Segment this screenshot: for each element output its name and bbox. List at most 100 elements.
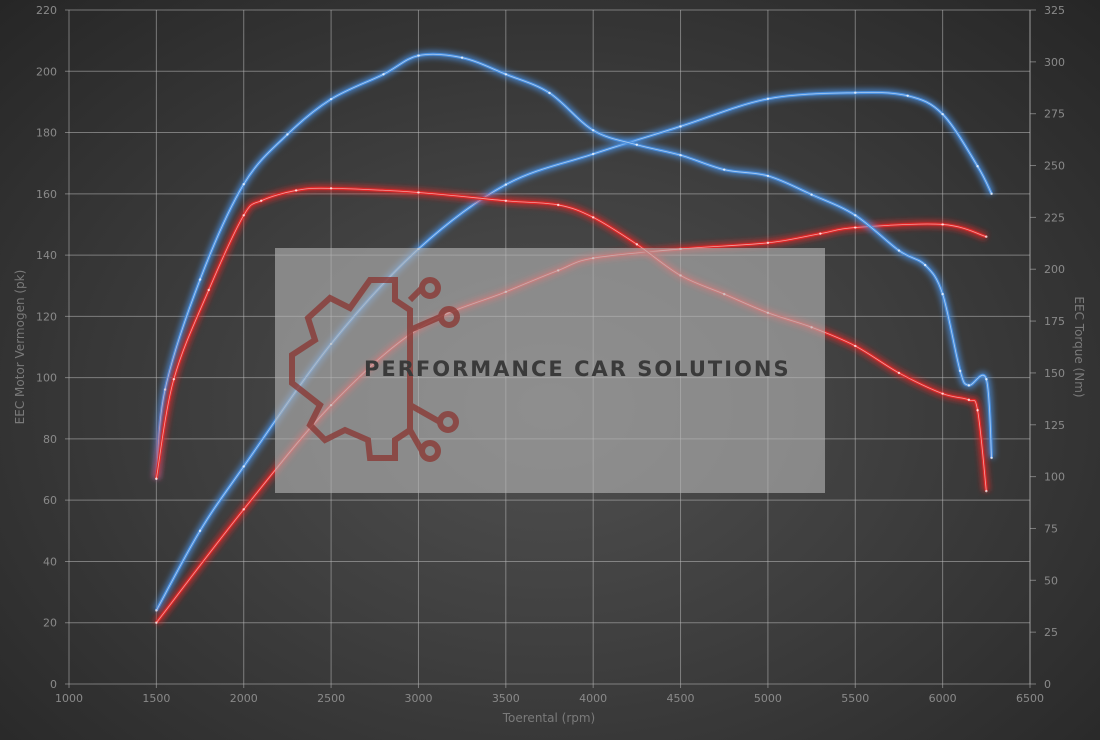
- watermark: PERFORMANCE CAR SOLUTIONS: [275, 248, 825, 493]
- y-tick-label: 40: [43, 555, 57, 568]
- stock-power-point: [854, 226, 857, 229]
- gear-logo-icon: [289, 277, 460, 462]
- y2-tick-label: 125: [1044, 419, 1065, 432]
- stock-torque-point: [172, 377, 176, 381]
- tuned-torque-point: [548, 91, 551, 95]
- y-tick-label: 180: [36, 127, 57, 140]
- x-tick-label: 4000: [579, 692, 607, 705]
- tuned-power-point: [906, 94, 909, 97]
- stock-torque-point: [985, 489, 988, 493]
- x-tick-label: 3500: [492, 692, 520, 705]
- y2-tick-label: 100: [1044, 471, 1065, 484]
- stock-torque-point: [897, 371, 901, 375]
- stock-torque-point: [854, 344, 857, 348]
- stock-torque-point: [155, 477, 158, 480]
- x-tick-label: 5000: [754, 692, 782, 705]
- stock-torque-point: [417, 191, 420, 194]
- y-tick-label: 100: [36, 372, 57, 385]
- tuned-torque-point: [967, 384, 971, 387]
- y2-tick-label: 150: [1044, 367, 1065, 380]
- stock-torque-point: [941, 392, 944, 395]
- tuned-torque-point: [679, 153, 682, 157]
- tuned-torque-point: [286, 133, 289, 136]
- y-tick-label: 140: [36, 249, 57, 262]
- x-tick-label: 2000: [230, 692, 258, 705]
- stock-torque-point: [967, 398, 971, 402]
- y-axis-label: EEC Motor Vermogen (pk): [13, 270, 27, 425]
- tuned-torque-point: [854, 214, 857, 217]
- stock-torque-point: [260, 199, 263, 202]
- y-axis-ticks: 0 20 40 60 80 100 120 140 160 180 200 220: [36, 4, 57, 691]
- y2-tick-label: 175: [1044, 315, 1065, 328]
- tuned-torque-point: [766, 174, 770, 178]
- tuned-power-point: [766, 97, 770, 101]
- stock-torque-point: [504, 199, 508, 202]
- y-tick-label: 120: [36, 310, 57, 323]
- tuned-power-point: [591, 152, 595, 156]
- stock-torque-point: [294, 189, 298, 192]
- y2-axis-ticks: 0 25 50 75 100 125 150 175 200 225 250 275 300 325: [1044, 4, 1065, 691]
- tuned-torque-point: [810, 193, 813, 196]
- x-tick-label: 2500: [317, 692, 345, 705]
- x-tick-label: 3000: [404, 692, 432, 705]
- tuned-torque-point: [198, 278, 202, 281]
- tuned-power-point: [854, 91, 857, 94]
- y2-tick-label: 50: [1044, 574, 1058, 587]
- tuned-torque-point: [329, 97, 333, 101]
- stock-power-point: [766, 241, 770, 245]
- y2-tick-label: 25: [1044, 626, 1058, 639]
- y-tick-label: 220: [36, 4, 57, 17]
- y2-tick-label: 325: [1044, 4, 1065, 17]
- tuned-power-point: [679, 125, 682, 128]
- stock-power-point: [819, 232, 822, 235]
- stock-torque-point: [557, 203, 560, 207]
- x-tick-label: 1500: [142, 692, 170, 705]
- y-tick-label: 160: [36, 188, 57, 201]
- x-tick-label: 6000: [929, 692, 957, 705]
- stock-torque-point: [976, 409, 979, 412]
- tuned-torque-point: [417, 54, 420, 57]
- stock-torque-point: [207, 288, 210, 292]
- tuned-torque-point: [504, 73, 508, 76]
- tuned-power-point: [504, 183, 508, 186]
- tuned-power-point: [155, 609, 158, 612]
- y2-tick-label: 200: [1044, 263, 1065, 276]
- watermark-text: PERFORMANCE CAR SOLUTIONS: [364, 357, 791, 381]
- y2-tick-label: 75: [1044, 522, 1058, 535]
- x-tick-label: 6500: [1016, 692, 1044, 705]
- tuned-power-point: [242, 465, 245, 468]
- x-tick-label: 5500: [841, 692, 869, 705]
- tuned-torque-point: [460, 56, 464, 59]
- tuned-power-point: [198, 529, 202, 533]
- y2-tick-label: 250: [1044, 160, 1065, 173]
- tuned-torque-point: [941, 292, 944, 296]
- tuned-torque-point: [163, 388, 167, 391]
- stock-power-point: [941, 223, 944, 226]
- y-tick-label: 20: [43, 617, 57, 630]
- tuned-torque-point: [591, 129, 595, 132]
- y2-tick-label: 225: [1044, 211, 1065, 224]
- tuned-torque-point: [923, 263, 927, 267]
- tuned-torque-point: [990, 456, 993, 460]
- stock-torque-point: [591, 216, 595, 219]
- y-tick-label: 60: [43, 494, 57, 507]
- y2-axis-label: EEC Torque (Nm): [1072, 296, 1086, 397]
- x-axis-label: Toerental (rpm): [502, 711, 595, 725]
- y2-tick-label: 0: [1044, 678, 1051, 691]
- tuned-torque-point: [985, 377, 988, 381]
- tuned-torque-point: [897, 249, 901, 252]
- tuned-power-point: [976, 165, 979, 168]
- y-tick-label: 200: [36, 65, 57, 78]
- stock-torque-point: [635, 243, 639, 246]
- stock-torque-point: [242, 214, 245, 217]
- tuned-power-point: [990, 192, 993, 196]
- tuned-torque-point: [635, 143, 639, 146]
- x-tick-label: 1000: [55, 692, 83, 705]
- stock-power-point: [155, 621, 158, 624]
- stock-torque-point: [329, 187, 333, 190]
- tuned-torque-point: [723, 168, 726, 171]
- tuned-torque-point: [958, 369, 962, 373]
- stock-power-point: [985, 235, 988, 238]
- y-tick-label: 80: [43, 433, 57, 446]
